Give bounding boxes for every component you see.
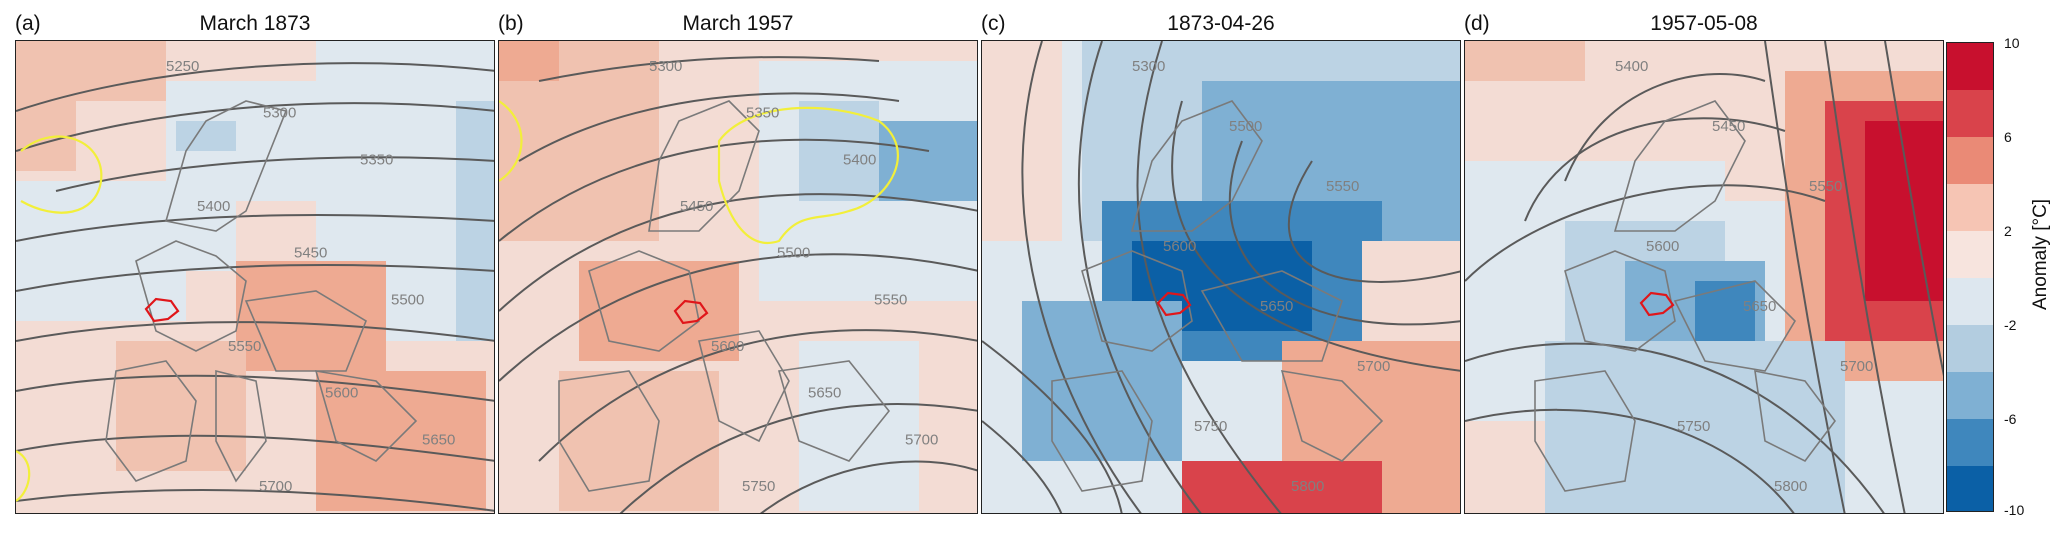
contour-label: 5700 <box>259 478 292 495</box>
contour-label: 5650 <box>1260 298 1293 315</box>
colorbar-segment <box>1947 372 1993 419</box>
colorbar-tick-label: 2 <box>2004 223 2012 239</box>
contour-label: 5500 <box>391 291 424 308</box>
contour-label: 5700 <box>1357 358 1390 375</box>
contour-label: 5750 <box>742 478 775 495</box>
contour-label: 5250 <box>166 58 199 75</box>
contour-label: 5400 <box>843 151 876 168</box>
contour-label: 5600 <box>1163 238 1196 255</box>
colorbar-tick-label: -2 <box>2004 317 2017 333</box>
contour-label: 5700 <box>1840 358 1873 375</box>
contour-label: 5800 <box>1291 478 1324 495</box>
colorbar-segment <box>1947 419 1993 466</box>
contour-label: 5700 <box>905 431 938 448</box>
panel-title: March 1873 <box>199 12 311 35</box>
colorbar <box>1946 42 1994 512</box>
contour-label: 5600 <box>325 385 358 402</box>
contour-label: 5400 <box>197 198 230 215</box>
contour-label: 5650 <box>1743 298 1776 315</box>
panel-title: March 1957 <box>682 12 794 35</box>
panel-letter: (d) <box>1464 12 1490 35</box>
contour-label: 5650 <box>808 385 841 402</box>
colorbar-segment <box>1947 90 1993 137</box>
panel-b: (b) March 1957 <box>498 0 978 534</box>
panel-letter: (a) <box>15 12 41 35</box>
contour-label: 5500 <box>777 245 810 262</box>
panel-c: (c) 1873-04-26 <box>981 0 1461 534</box>
map-b: 5300 5350 5400 5450 5500 5550 5600 5650 5700 5750 <box>498 40 978 514</box>
contour-label: 5350 <box>360 151 393 168</box>
colorbar-tick-label: -10 <box>2004 502 2025 518</box>
contour-label: 5450 <box>294 245 327 262</box>
contour-label: 5750 <box>1194 418 1227 435</box>
contour-label: 5550 <box>1809 178 1842 195</box>
colorbar-segment <box>1947 325 1993 372</box>
contour-label: 5450 <box>680 198 713 215</box>
contour-label: 5800 <box>1774 478 1807 495</box>
colorbar-segment <box>1947 184 1993 231</box>
colorbar-segment <box>1947 43 1993 90</box>
map-d: 5400 5450 5550 5600 5650 5700 5750 5800 <box>1464 40 1944 514</box>
colorbar-tick-label: 6 <box>2004 129 2012 145</box>
colorbar-segment <box>1947 137 1993 184</box>
contour-label: 5550 <box>874 291 907 308</box>
colorbar-segment <box>1947 231 1993 278</box>
contour-label: 5550 <box>228 338 261 355</box>
map-c: 5300 5500 5550 5600 5650 5700 5750 5800 <box>981 40 1461 514</box>
contour-label: 5750 <box>1677 418 1710 435</box>
panel-d: (d) 1957-05-08 <box>1464 0 1944 534</box>
contour-label: 5400 <box>1615 58 1648 75</box>
colorbar-label: Anomaly [°C] <box>2030 198 2051 310</box>
panel-letter: (c) <box>981 12 1006 35</box>
contour-label: 5600 <box>711 338 744 355</box>
colorbar-segment <box>1947 466 1993 511</box>
contour-label: 5300 <box>263 105 296 122</box>
panel-a: (a) March 1873 <box>15 0 495 534</box>
contour-label: 5350 <box>746 105 779 122</box>
contour-label: 5650 <box>422 431 455 448</box>
panel-title: 1957-05-08 <box>1650 12 1758 35</box>
map-a: 5250 5300 5350 5400 5450 5500 5550 5600 5650 5700 <box>15 40 495 514</box>
colorbar-tick-label: -6 <box>2004 411 2017 427</box>
panel-title: 1873-04-26 <box>1167 12 1275 35</box>
contour-label: 5500 <box>1229 118 1262 135</box>
contour-label: 5300 <box>649 58 682 75</box>
contour-label: 5600 <box>1646 238 1679 255</box>
panel-letter: (b) <box>498 12 524 35</box>
colorbar-segment <box>1947 278 1993 325</box>
contour-label: 5300 <box>1132 58 1165 75</box>
contour-label: 5450 <box>1712 118 1745 135</box>
contour-label: 5550 <box>1326 178 1359 195</box>
colorbar-tick-label: 10 <box>2004 35 2020 51</box>
